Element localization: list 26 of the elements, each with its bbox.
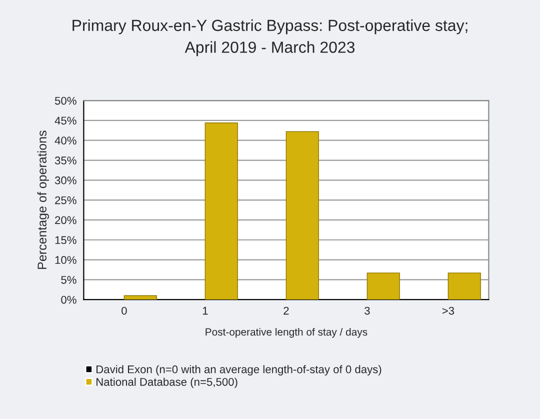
bar (448, 272, 481, 300)
x-axis-title: Post-operative length of stay / days (206, 328, 368, 338)
y-axis-title: Percentage of operations (37, 130, 49, 269)
y-tick-label: 15% (55, 236, 76, 244)
y-tick-label: 0% (61, 296, 76, 304)
y-tick-label: 5% (61, 276, 76, 284)
y-tick-label: 25% (55, 196, 76, 204)
x-tick-label: 2 (284, 306, 289, 315)
y-tick-label: 50% (54, 96, 76, 105)
x-tick-label: >3 (442, 306, 454, 315)
y-tick-label: 20% (55, 216, 76, 224)
bar (204, 122, 238, 300)
x-tick-label: 1 (202, 306, 208, 315)
bar (286, 131, 319, 300)
bar (124, 295, 157, 300)
y-tick-label: 40% (54, 136, 76, 144)
y-tick-label: 35% (54, 156, 76, 164)
y-tick-label: 30% (54, 176, 76, 184)
x-tick-label: 0 (122, 306, 127, 315)
legend-label: David Exon (n=0 with an average length-of-stay of 0 days) (96, 365, 382, 376)
y-tick-label: 45% (54, 116, 76, 125)
y-tick-label: 10% (55, 256, 76, 264)
chart-title: Primary Roux-en-Y Gastric Bypass: Post-operative stay; April 2019 - March 2023 (72, 19, 468, 56)
bar (366, 272, 400, 300)
legend-label: National Database (n=5,500) (96, 378, 238, 388)
x-tick-label: 3 (364, 306, 370, 315)
